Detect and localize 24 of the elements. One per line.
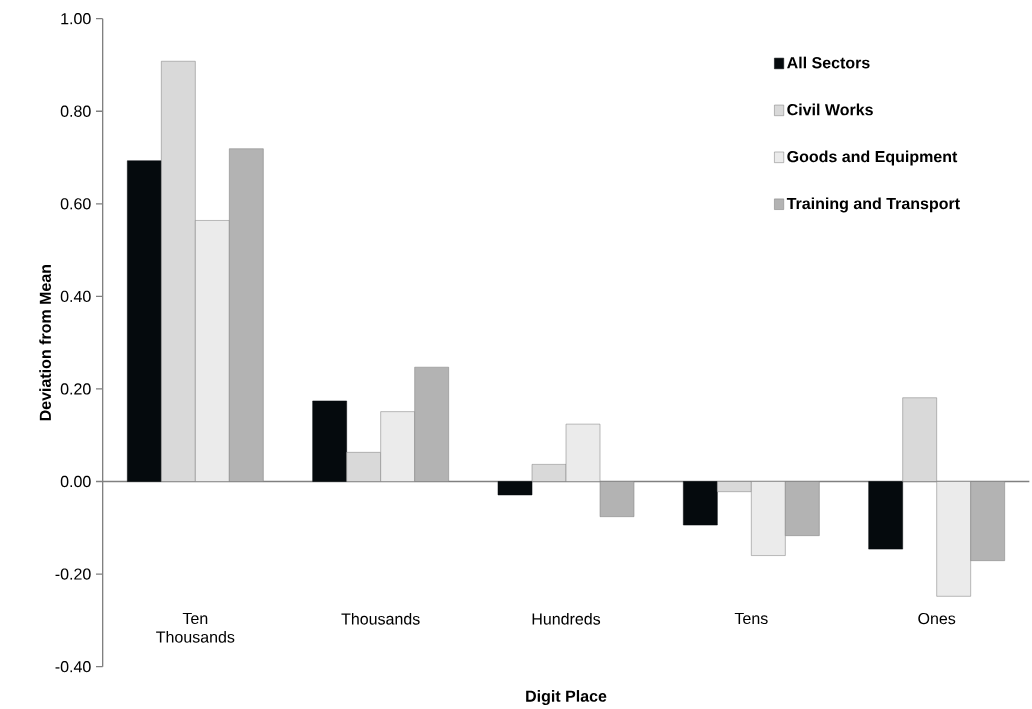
- bar: [312, 400, 347, 482]
- y-tick-label: 1.00: [61, 12, 91, 25]
- x-tick-label: Thousands: [341, 612, 420, 625]
- legend-label: Training and Transport: [786, 197, 960, 213]
- y-tick-label: 0.20: [60, 383, 91, 395]
- y-tick-label: -0.40: [55, 660, 91, 673]
- x-tick-label: Ones: [918, 612, 956, 625]
- bar: [868, 481, 903, 550]
- legend-label: Civil Works: [787, 103, 873, 116]
- y-axis-title: Deviation from Mean: [39, 264, 51, 421]
- y-tick-label: 0.80: [60, 105, 91, 117]
- x-axis-title: Digit Place: [526, 689, 607, 705]
- y-tick-label: -0.20: [55, 568, 91, 580]
- legend-label: All Sectors: [787, 56, 870, 69]
- x-tick-label: Hundreds: [532, 612, 601, 625]
- y-tick-label: 0.60: [60, 197, 91, 210]
- bar: [497, 481, 533, 496]
- bar: [683, 481, 718, 526]
- y-tick-label: 0.40: [60, 290, 91, 302]
- x-tick-label: Tens: [734, 612, 768, 624]
- x-tick-label: Ten Thousands: [156, 612, 235, 643]
- y-tick-label: 0.00: [60, 475, 91, 488]
- bar: [127, 160, 162, 482]
- legend-label: Goods and Equipment: [787, 150, 958, 166]
